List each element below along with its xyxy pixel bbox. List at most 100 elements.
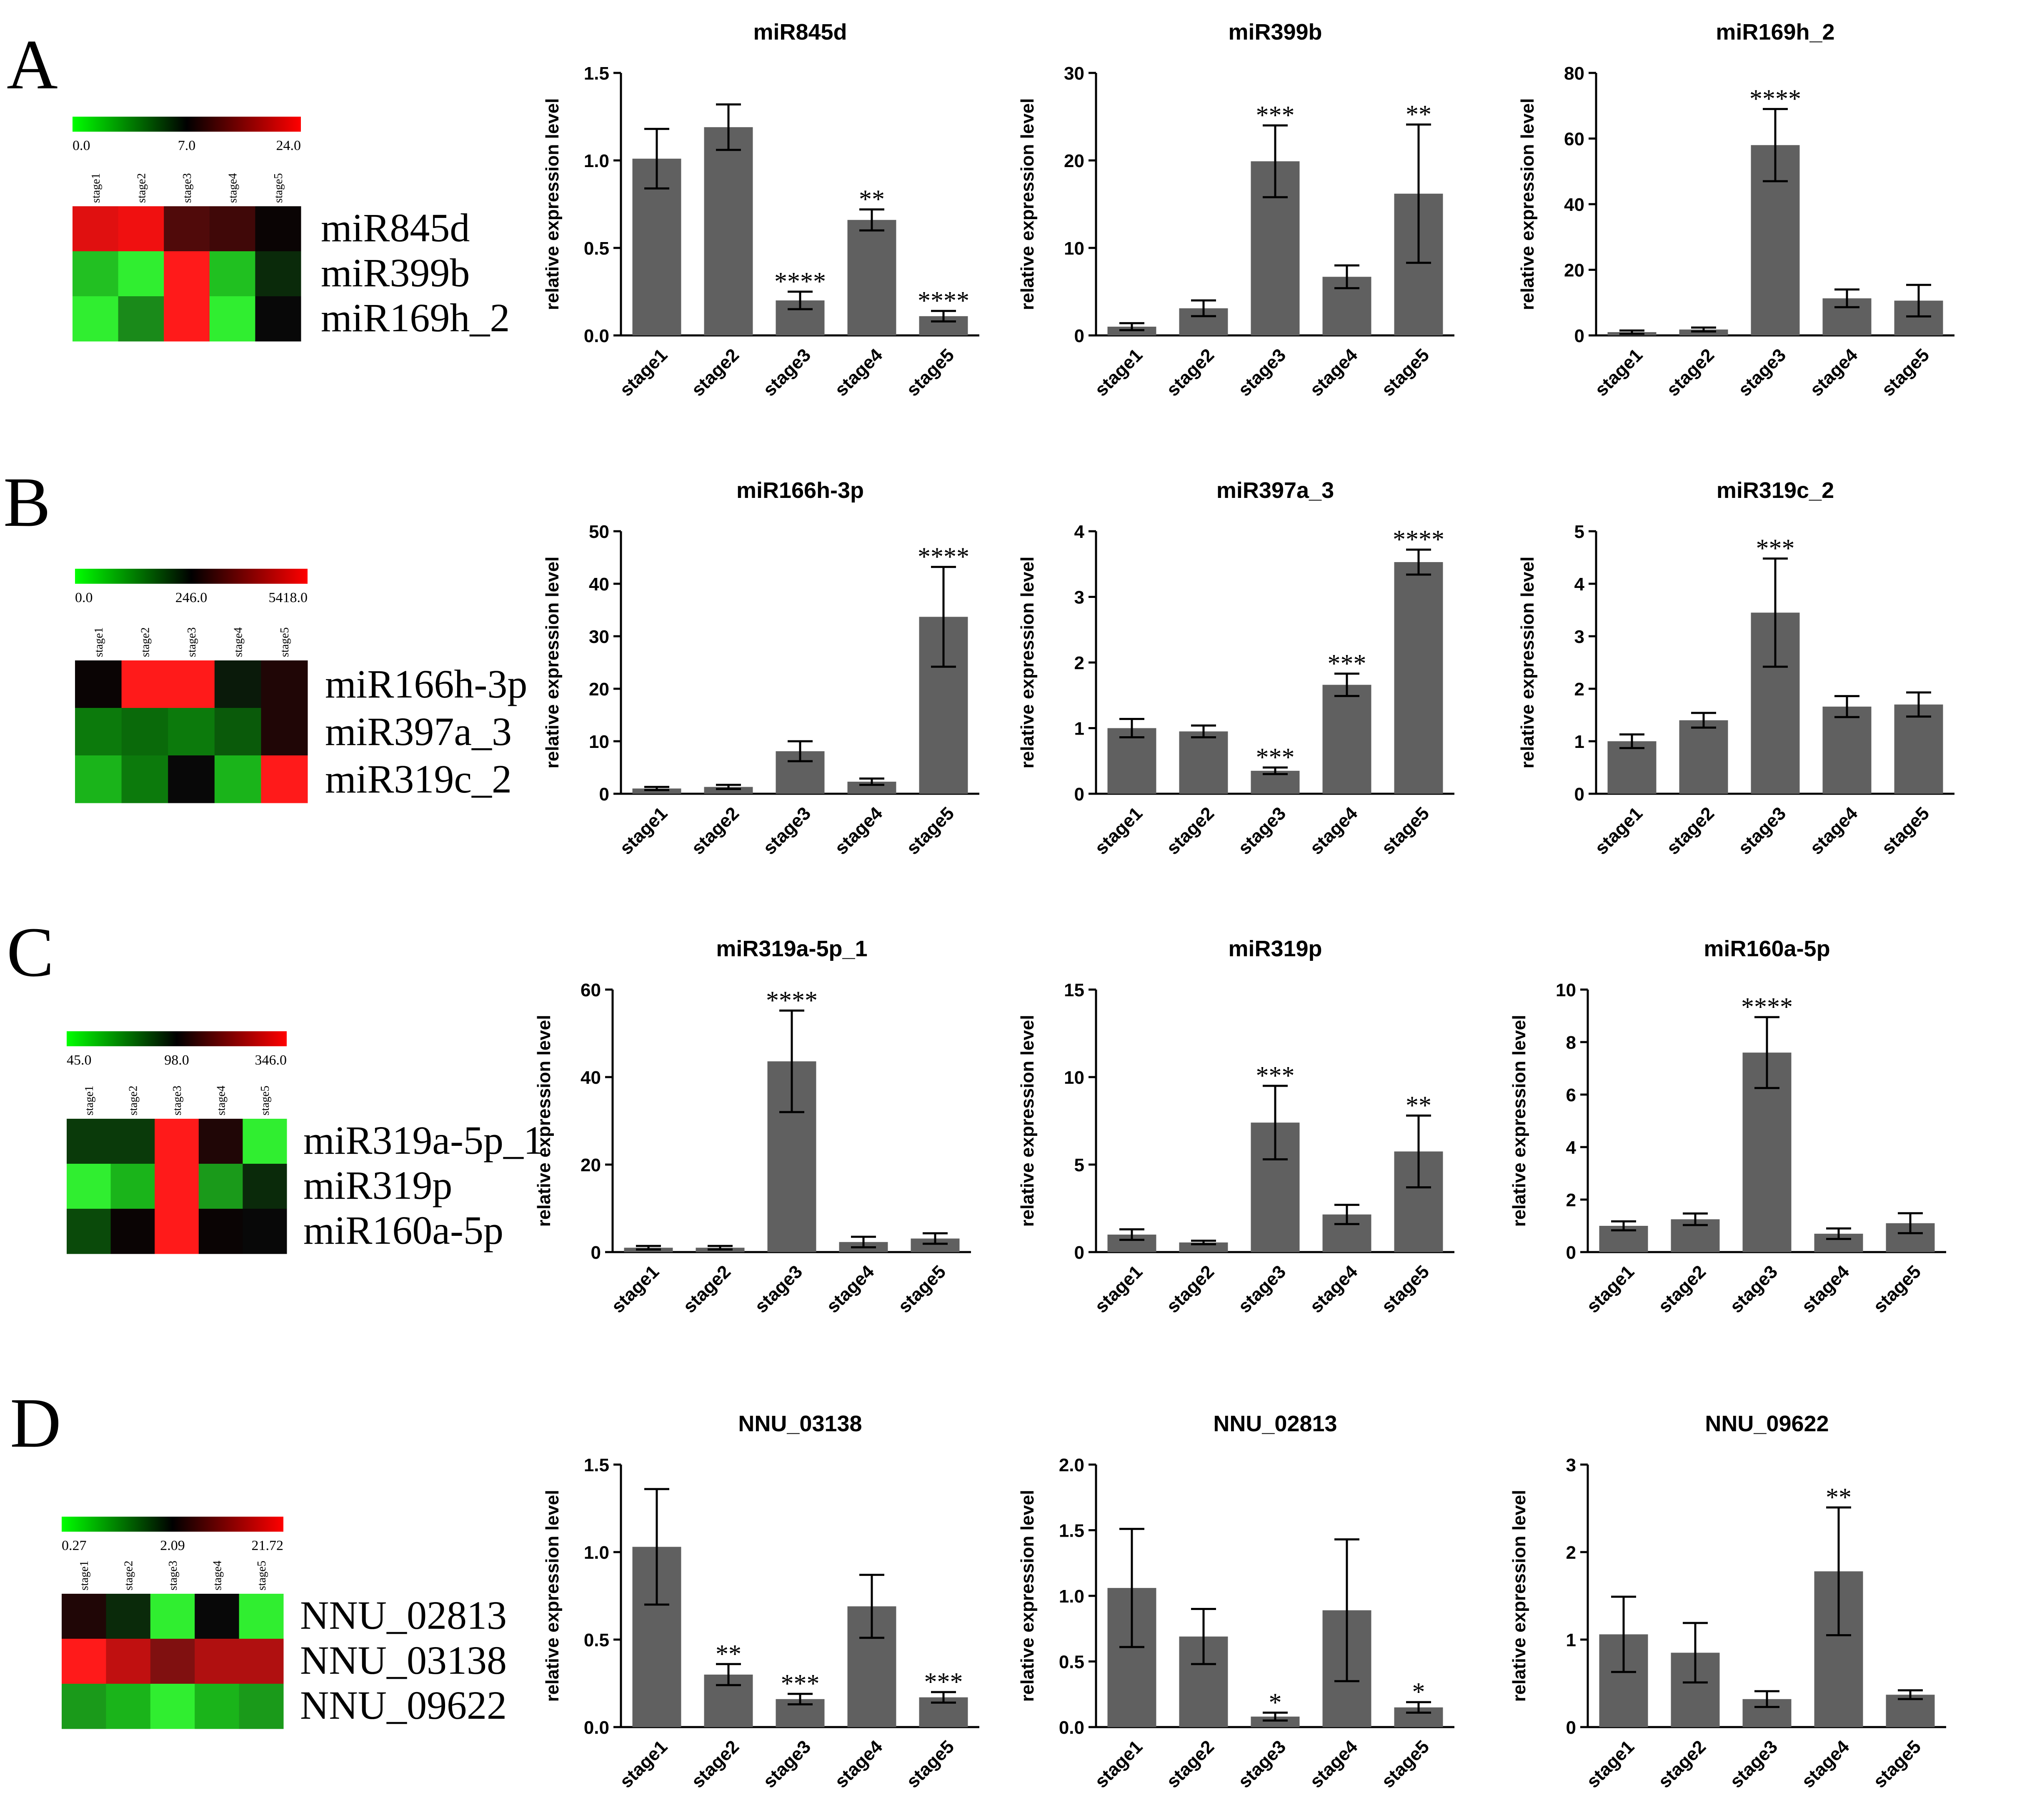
y-tick-label: 0.5 xyxy=(1059,1652,1084,1672)
panel-letter-b: B xyxy=(3,463,51,541)
heatmap-cell xyxy=(195,1594,240,1639)
y-tick-label: 20 xyxy=(1064,151,1084,171)
heatmap-row-label: miR397a_3 xyxy=(325,709,512,754)
heatmap-cell xyxy=(164,206,210,252)
significance-label: **** xyxy=(1393,525,1444,554)
heatmap-cell xyxy=(121,660,168,708)
y-tick-label: 0 xyxy=(1074,326,1084,346)
y-tick-label: 1.0 xyxy=(584,1542,609,1563)
y-tick-label: 0.0 xyxy=(584,1718,609,1738)
y-axis-label: relative expression level xyxy=(1017,98,1038,310)
significance-label: ** xyxy=(1406,100,1431,129)
x-tick-label: stage4 xyxy=(1798,1736,1854,1792)
x-tick-label: stage2 xyxy=(1163,803,1218,858)
heatmap-cell xyxy=(67,1209,111,1254)
y-tick-label: 10 xyxy=(589,732,609,752)
significance-label: *** xyxy=(781,1670,820,1698)
heatmap-cell xyxy=(164,251,210,297)
x-tick-label: stage1 xyxy=(1591,803,1647,858)
y-tick-label: 2 xyxy=(1574,679,1584,700)
y-tick-label: 1 xyxy=(1074,719,1084,739)
heatmap-cell xyxy=(106,1639,151,1684)
y-tick-label: 2 xyxy=(1074,653,1084,673)
heatmap-cell xyxy=(198,1209,243,1254)
heatmap-cell xyxy=(155,1209,199,1254)
heatmap-cell xyxy=(106,1684,151,1729)
heatmap-cell xyxy=(214,755,261,803)
x-tick-label: stage3 xyxy=(1234,803,1290,858)
heatmap-cell xyxy=(62,1639,106,1684)
heatmap-cell xyxy=(62,1594,106,1639)
heatmap-cell xyxy=(73,296,119,342)
bar-chart-mir319p: miR319p 0 5 10 15 relative expression level st… xyxy=(1017,936,1454,1317)
x-tick-label: stage1 xyxy=(616,345,671,400)
heatmap-cell xyxy=(164,296,210,342)
significance-label: *** xyxy=(1328,650,1366,678)
heatmap-stage-label: stage2 xyxy=(139,627,152,657)
x-tick-label: stage2 xyxy=(688,345,743,400)
heatmap-cell xyxy=(168,755,215,803)
y-tick-label: 10 xyxy=(1064,238,1084,259)
heatmap-cell xyxy=(255,206,301,252)
chart-title: miR319p xyxy=(1228,936,1322,961)
heatmap-cell xyxy=(209,296,255,342)
y-tick-label: 0 xyxy=(599,784,609,805)
chart-title: miR845d xyxy=(753,20,847,45)
bar xyxy=(1394,562,1443,794)
y-tick-label: 1.0 xyxy=(1059,1586,1084,1607)
y-tick-label: 60 xyxy=(1564,129,1584,150)
significance-label: **** xyxy=(1741,993,1793,1021)
y-tick-label: 0.0 xyxy=(584,326,609,346)
x-tick-label: stage2 xyxy=(1663,803,1718,858)
y-axis-label: relative expression level xyxy=(1017,1490,1038,1702)
y-axis-label: relative expression level xyxy=(1509,1490,1529,1702)
y-tick-label: 0 xyxy=(1074,1242,1084,1263)
x-tick-label: stage4 xyxy=(831,345,887,400)
bar-chart-mir166h-3p: miR166h-3p 0 10 20 30 40 50 relative expression… xyxy=(542,478,979,859)
y-tick-label: 50 xyxy=(589,522,609,542)
y-tick-label: 1 xyxy=(1566,1630,1576,1650)
significance-label: **** xyxy=(918,287,969,315)
y-tick-label: 0.5 xyxy=(584,238,609,259)
significance-label: **** xyxy=(766,986,818,1015)
x-tick-label: stage2 xyxy=(1163,1261,1218,1317)
heatmap-stage-label: stage5 xyxy=(278,627,291,657)
heatmap-cell xyxy=(239,1594,284,1639)
x-tick-label: stage1 xyxy=(1583,1261,1638,1317)
chart-title: NNU_03138 xyxy=(738,1411,862,1436)
x-tick-label: stage3 xyxy=(1726,1261,1782,1317)
heatmap-cell xyxy=(110,1209,155,1254)
heatmap-stage-label: stage5 xyxy=(259,1085,272,1115)
y-tick-label: 1.5 xyxy=(1059,1521,1084,1541)
bar xyxy=(1894,704,1943,794)
x-tick-label: stage5 xyxy=(1878,345,1933,400)
y-tick-label: 0 xyxy=(591,1242,601,1263)
y-axis-label: relative expression level xyxy=(542,98,563,310)
y-axis-label: relative expression level xyxy=(534,1015,554,1227)
heatmap-stage-label: stage3 xyxy=(171,1085,184,1115)
x-tick-label: stage5 xyxy=(1378,1736,1433,1792)
heatmap-cell xyxy=(75,660,122,708)
y-tick-label: 5 xyxy=(1574,522,1584,542)
heatmap-stage-label: stage2 xyxy=(135,173,148,203)
bar-chart-nnu-02813: NNU_02813 0.0 0.5 1.0 1.5 2.0 relative express… xyxy=(1017,1411,1454,1792)
heatmap-cell xyxy=(243,1209,287,1254)
y-tick-label: 40 xyxy=(589,574,609,595)
scale-label-mid: 2.09 xyxy=(160,1538,185,1553)
x-tick-label: stage4 xyxy=(823,1261,878,1317)
x-tick-label: stage5 xyxy=(894,1261,950,1317)
heatmap-c: 45.0 98.0 346.0 stage1 stage2 stage3 stage4 sta… xyxy=(67,1031,543,1254)
x-tick-label: stage5 xyxy=(1869,1736,1925,1792)
heatmap-row-label: miR169h_2 xyxy=(321,295,510,340)
heatmap-cell xyxy=(106,1594,151,1639)
x-tick-label: stage2 xyxy=(1163,345,1218,400)
y-axis-label: relative expression level xyxy=(1017,557,1038,769)
heatmap-cell xyxy=(73,251,119,297)
heatmap-stage-label: stage4 xyxy=(215,1085,228,1115)
y-axis-label: relative expression level xyxy=(1517,98,1538,310)
y-tick-label: 6 xyxy=(1566,1085,1576,1105)
x-tick-label: stage4 xyxy=(831,1736,887,1792)
heatmap-cell xyxy=(214,708,261,756)
x-tick-label: stage4 xyxy=(1806,345,1862,400)
y-tick-label: 0 xyxy=(1074,784,1084,805)
